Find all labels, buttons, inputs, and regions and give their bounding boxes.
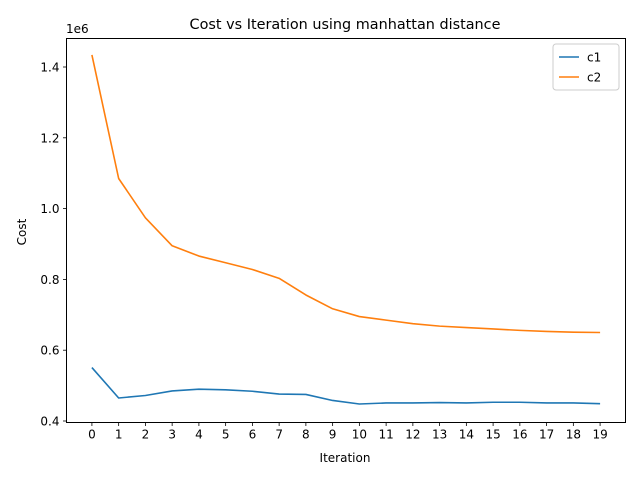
- chart-title: Cost vs Iteration using manhattan distan…: [190, 17, 501, 33]
- x-tick-label: 17: [539, 428, 554, 442]
- series-line-c2: [91, 54, 601, 334]
- x-tick-label: 13: [432, 428, 447, 442]
- x-tick-label: 11: [378, 428, 393, 442]
- x-tick-label: 0: [88, 428, 96, 442]
- x-tick-label: 4: [195, 428, 203, 442]
- y-offset-label: 1e6: [66, 22, 89, 36]
- y-tick-label: 1.4: [40, 61, 59, 75]
- y-tick-label: 0.8: [40, 273, 59, 287]
- x-tick-label: 8: [302, 428, 310, 442]
- plot-frame: [66, 38, 626, 423]
- y-tick-label: 0.6: [40, 344, 59, 358]
- x-tick-label: 16: [512, 428, 527, 442]
- y-axis-label: Cost: [15, 218, 29, 245]
- x-tick-label: 1: [115, 428, 123, 442]
- x-tick-label: 9: [329, 428, 337, 442]
- legend-label-c2: c2: [587, 71, 601, 85]
- x-tick-label: 2: [142, 428, 150, 442]
- x-tick-label: 10: [352, 428, 367, 442]
- x-tick-label: 14: [459, 428, 474, 442]
- x-axis-label: Iteration: [320, 451, 371, 465]
- x-tick-label: 15: [485, 428, 500, 442]
- x-tick-label: 19: [592, 428, 607, 442]
- legend-label-c1: c1: [587, 51, 601, 65]
- x-tick-label: 18: [566, 428, 581, 442]
- legend-box: [552, 43, 620, 91]
- y-tick-label: 0.4: [40, 415, 59, 429]
- series-line-c1: [91, 367, 601, 405]
- x-tick-label: 7: [275, 428, 283, 442]
- y-tick-label: 1.2: [40, 131, 59, 145]
- x-tick-label: 3: [168, 428, 176, 442]
- x-tick-label: 5: [222, 428, 230, 442]
- y-tick-label: 1.0: [40, 202, 59, 216]
- x-tick-label: 6: [249, 428, 257, 442]
- x-tick-label: 12: [405, 428, 420, 442]
